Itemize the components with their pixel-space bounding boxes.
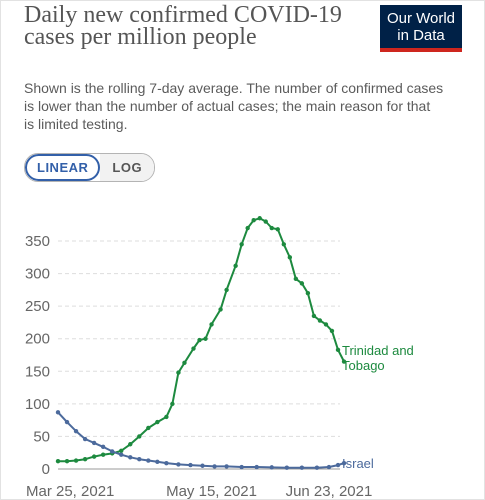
data-point (251, 218, 256, 223)
data-point (191, 346, 196, 351)
logo-line-2: in Data (397, 27, 445, 44)
data-point (326, 464, 332, 470)
data-point (317, 318, 323, 323)
y-tick-label: 100 (25, 396, 50, 413)
data-point (164, 460, 169, 466)
data-point (182, 360, 187, 366)
data-point (254, 464, 259, 470)
data-point (146, 425, 151, 431)
data-point (224, 287, 229, 293)
data-point (128, 455, 133, 460)
data-point (73, 458, 79, 463)
data-point (341, 460, 347, 466)
data-point (170, 401, 175, 407)
data-point (155, 419, 160, 425)
data-point (224, 464, 229, 469)
y-tick-label: 300 (25, 266, 50, 283)
data-point (245, 225, 250, 231)
data-point (146, 458, 151, 463)
chart-subtitle: Shown is the rolling 7-day average. The … (24, 80, 444, 132)
data-point (299, 465, 305, 470)
y-tick-label: 250 (25, 298, 50, 315)
logo-line-1: Our World (386, 10, 456, 27)
data-point (82, 436, 88, 442)
data-point (209, 322, 214, 327)
y-tick-label: 0 (42, 461, 50, 478)
data-point (263, 219, 268, 224)
scale-toggle[interactable]: LINEAR LOG (24, 153, 156, 182)
data-point (73, 429, 79, 434)
data-point (311, 313, 317, 319)
data-point (100, 444, 106, 450)
data-point (109, 449, 115, 454)
data-point (91, 440, 97, 446)
data-point (233, 263, 238, 268)
scale-option-log[interactable]: LOG (100, 154, 155, 181)
x-tick-label: Mar 25, 2021 (26, 483, 114, 500)
data-point (82, 457, 88, 462)
data-point (269, 225, 274, 231)
y-tick-label: 350 (25, 233, 50, 250)
data-point (119, 452, 124, 457)
data-point (239, 464, 244, 470)
data-point (341, 359, 347, 364)
data-point (257, 216, 262, 221)
data-point (155, 459, 160, 465)
data-point (281, 242, 287, 247)
data-point (203, 336, 208, 341)
data-point (64, 458, 70, 464)
scale-option-linear[interactable]: LINEAR (25, 154, 101, 181)
data-point (212, 464, 217, 469)
data-point (91, 454, 97, 459)
series-line-israel (57, 411, 345, 469)
series-label: Israel (342, 456, 374, 471)
owid-logo[interactable]: Our World in Data (380, 5, 462, 52)
y-tick-label: 150 (25, 363, 50, 380)
x-tick-label: Jun 23, 2021 (286, 483, 373, 500)
data-point (287, 255, 293, 260)
data-point (218, 307, 223, 312)
data-point (335, 347, 341, 353)
data-point (197, 337, 202, 343)
data-point (128, 442, 133, 447)
data-point (55, 410, 61, 415)
data-point (119, 448, 124, 453)
data-point (188, 462, 193, 468)
data-point (164, 414, 169, 420)
data-point (284, 465, 290, 470)
data-point (239, 242, 244, 247)
data-point (314, 465, 320, 470)
data-point (269, 465, 274, 470)
chart-title: Daily new confirmed COVID-19 cases per m… (24, 2, 342, 50)
series-label: Tobago (342, 358, 385, 373)
data-point (176, 462, 181, 467)
x-tick-label: May 15, 2021 (166, 483, 257, 500)
data-point (137, 457, 142, 462)
data-point (200, 463, 205, 468)
data-point (305, 290, 311, 296)
y-tick-label: 200 (25, 331, 50, 348)
data-point (137, 434, 142, 439)
data-point (323, 322, 329, 327)
data-point (335, 462, 341, 468)
series-label: Trinidad and (342, 343, 414, 358)
data-point (299, 281, 305, 286)
data-point (275, 227, 280, 232)
data-point (329, 328, 335, 334)
data-point (176, 370, 181, 375)
y-tick-label: 50 (33, 428, 50, 445)
data-point (55, 458, 61, 464)
data-point (64, 419, 70, 425)
data-point (293, 276, 299, 282)
data-point (100, 452, 106, 457)
